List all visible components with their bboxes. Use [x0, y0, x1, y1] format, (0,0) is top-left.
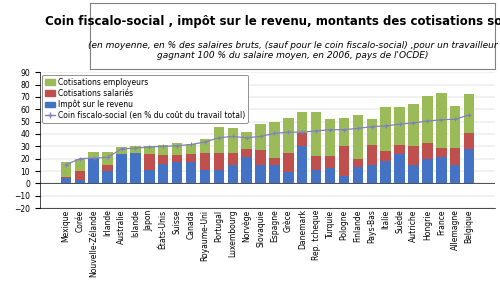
Bar — [380, 151, 391, 161]
Bar — [214, 127, 224, 153]
Bar — [325, 155, 336, 168]
Bar — [394, 145, 405, 154]
Text: Coin fiscalo-social , impôt sur le revenu, montants des cotisations sociales: Coin fiscalo-social , impôt sur le reven… — [45, 15, 500, 28]
Bar — [214, 171, 224, 184]
Bar — [436, 93, 446, 148]
Bar — [130, 153, 140, 184]
Bar — [60, 177, 71, 178]
Bar — [102, 165, 113, 171]
Bar — [60, 178, 71, 184]
Bar — [325, 168, 336, 184]
Bar — [297, 133, 308, 146]
Bar — [464, 94, 474, 133]
Bar — [339, 118, 349, 146]
Bar — [144, 146, 154, 154]
Bar — [269, 166, 280, 184]
Bar — [339, 176, 349, 184]
Bar — [394, 107, 405, 145]
Bar — [408, 104, 418, 146]
Text: (en moyenne, en % des salaires bruts, (sauf pour le coin fiscalo-social) ,pour u: (en moyenne, en % des salaires bruts, (s… — [88, 41, 498, 60]
Bar — [158, 164, 168, 184]
Bar — [339, 146, 349, 176]
Bar — [130, 146, 140, 153]
Bar — [102, 171, 113, 184]
Bar — [200, 139, 210, 153]
Bar — [408, 146, 418, 165]
Bar — [269, 158, 280, 166]
Bar — [380, 161, 391, 184]
Bar — [422, 143, 432, 159]
Bar — [88, 152, 99, 158]
Bar — [144, 154, 154, 171]
Bar — [366, 145, 377, 165]
Bar — [422, 96, 432, 143]
Bar — [186, 144, 196, 154]
Bar — [228, 166, 238, 184]
Bar — [366, 119, 377, 145]
Bar — [256, 150, 266, 165]
Bar — [186, 162, 196, 184]
Bar — [228, 153, 238, 166]
Bar — [366, 165, 377, 184]
Bar — [408, 165, 418, 184]
Bar — [102, 152, 113, 165]
Bar — [394, 154, 405, 184]
Bar — [60, 162, 71, 177]
Bar — [172, 143, 182, 155]
Bar — [74, 159, 85, 171]
Bar — [311, 112, 322, 156]
Bar — [256, 165, 266, 184]
Bar — [283, 172, 294, 184]
Bar — [352, 116, 363, 159]
Bar — [214, 153, 224, 171]
Bar — [88, 158, 99, 184]
Bar — [297, 112, 308, 133]
Legend: Cotisations employeurs, Cotisations salariés, Impôt sur le revenu, Coin fiscalo-: Cotisations employeurs, Cotisations sala… — [42, 75, 248, 123]
Bar — [144, 171, 154, 184]
Bar — [436, 148, 446, 158]
Bar — [116, 154, 126, 184]
Bar — [172, 155, 182, 162]
Bar — [450, 165, 460, 184]
Bar — [464, 149, 474, 184]
Bar — [450, 106, 460, 148]
Bar — [325, 118, 336, 155]
Bar — [311, 156, 322, 171]
Bar — [297, 146, 308, 184]
Bar — [269, 122, 280, 158]
Bar — [242, 149, 252, 158]
Bar — [422, 159, 432, 184]
Bar — [74, 171, 85, 180]
Bar — [436, 158, 446, 184]
Bar — [464, 133, 474, 149]
Bar — [116, 147, 126, 154]
Bar — [158, 155, 168, 164]
Bar — [450, 148, 460, 165]
Bar — [311, 171, 322, 184]
Bar — [242, 158, 252, 184]
Bar — [352, 159, 363, 167]
Bar — [228, 128, 238, 153]
Bar — [283, 153, 294, 172]
Bar — [158, 145, 168, 155]
Bar — [380, 108, 391, 151]
Bar — [256, 124, 266, 150]
Bar — [242, 131, 252, 149]
Bar — [186, 154, 196, 162]
Bar — [200, 153, 210, 171]
Bar — [283, 118, 294, 153]
Bar — [352, 167, 363, 184]
Bar — [74, 180, 85, 184]
Bar — [172, 162, 182, 184]
Bar — [200, 171, 210, 184]
